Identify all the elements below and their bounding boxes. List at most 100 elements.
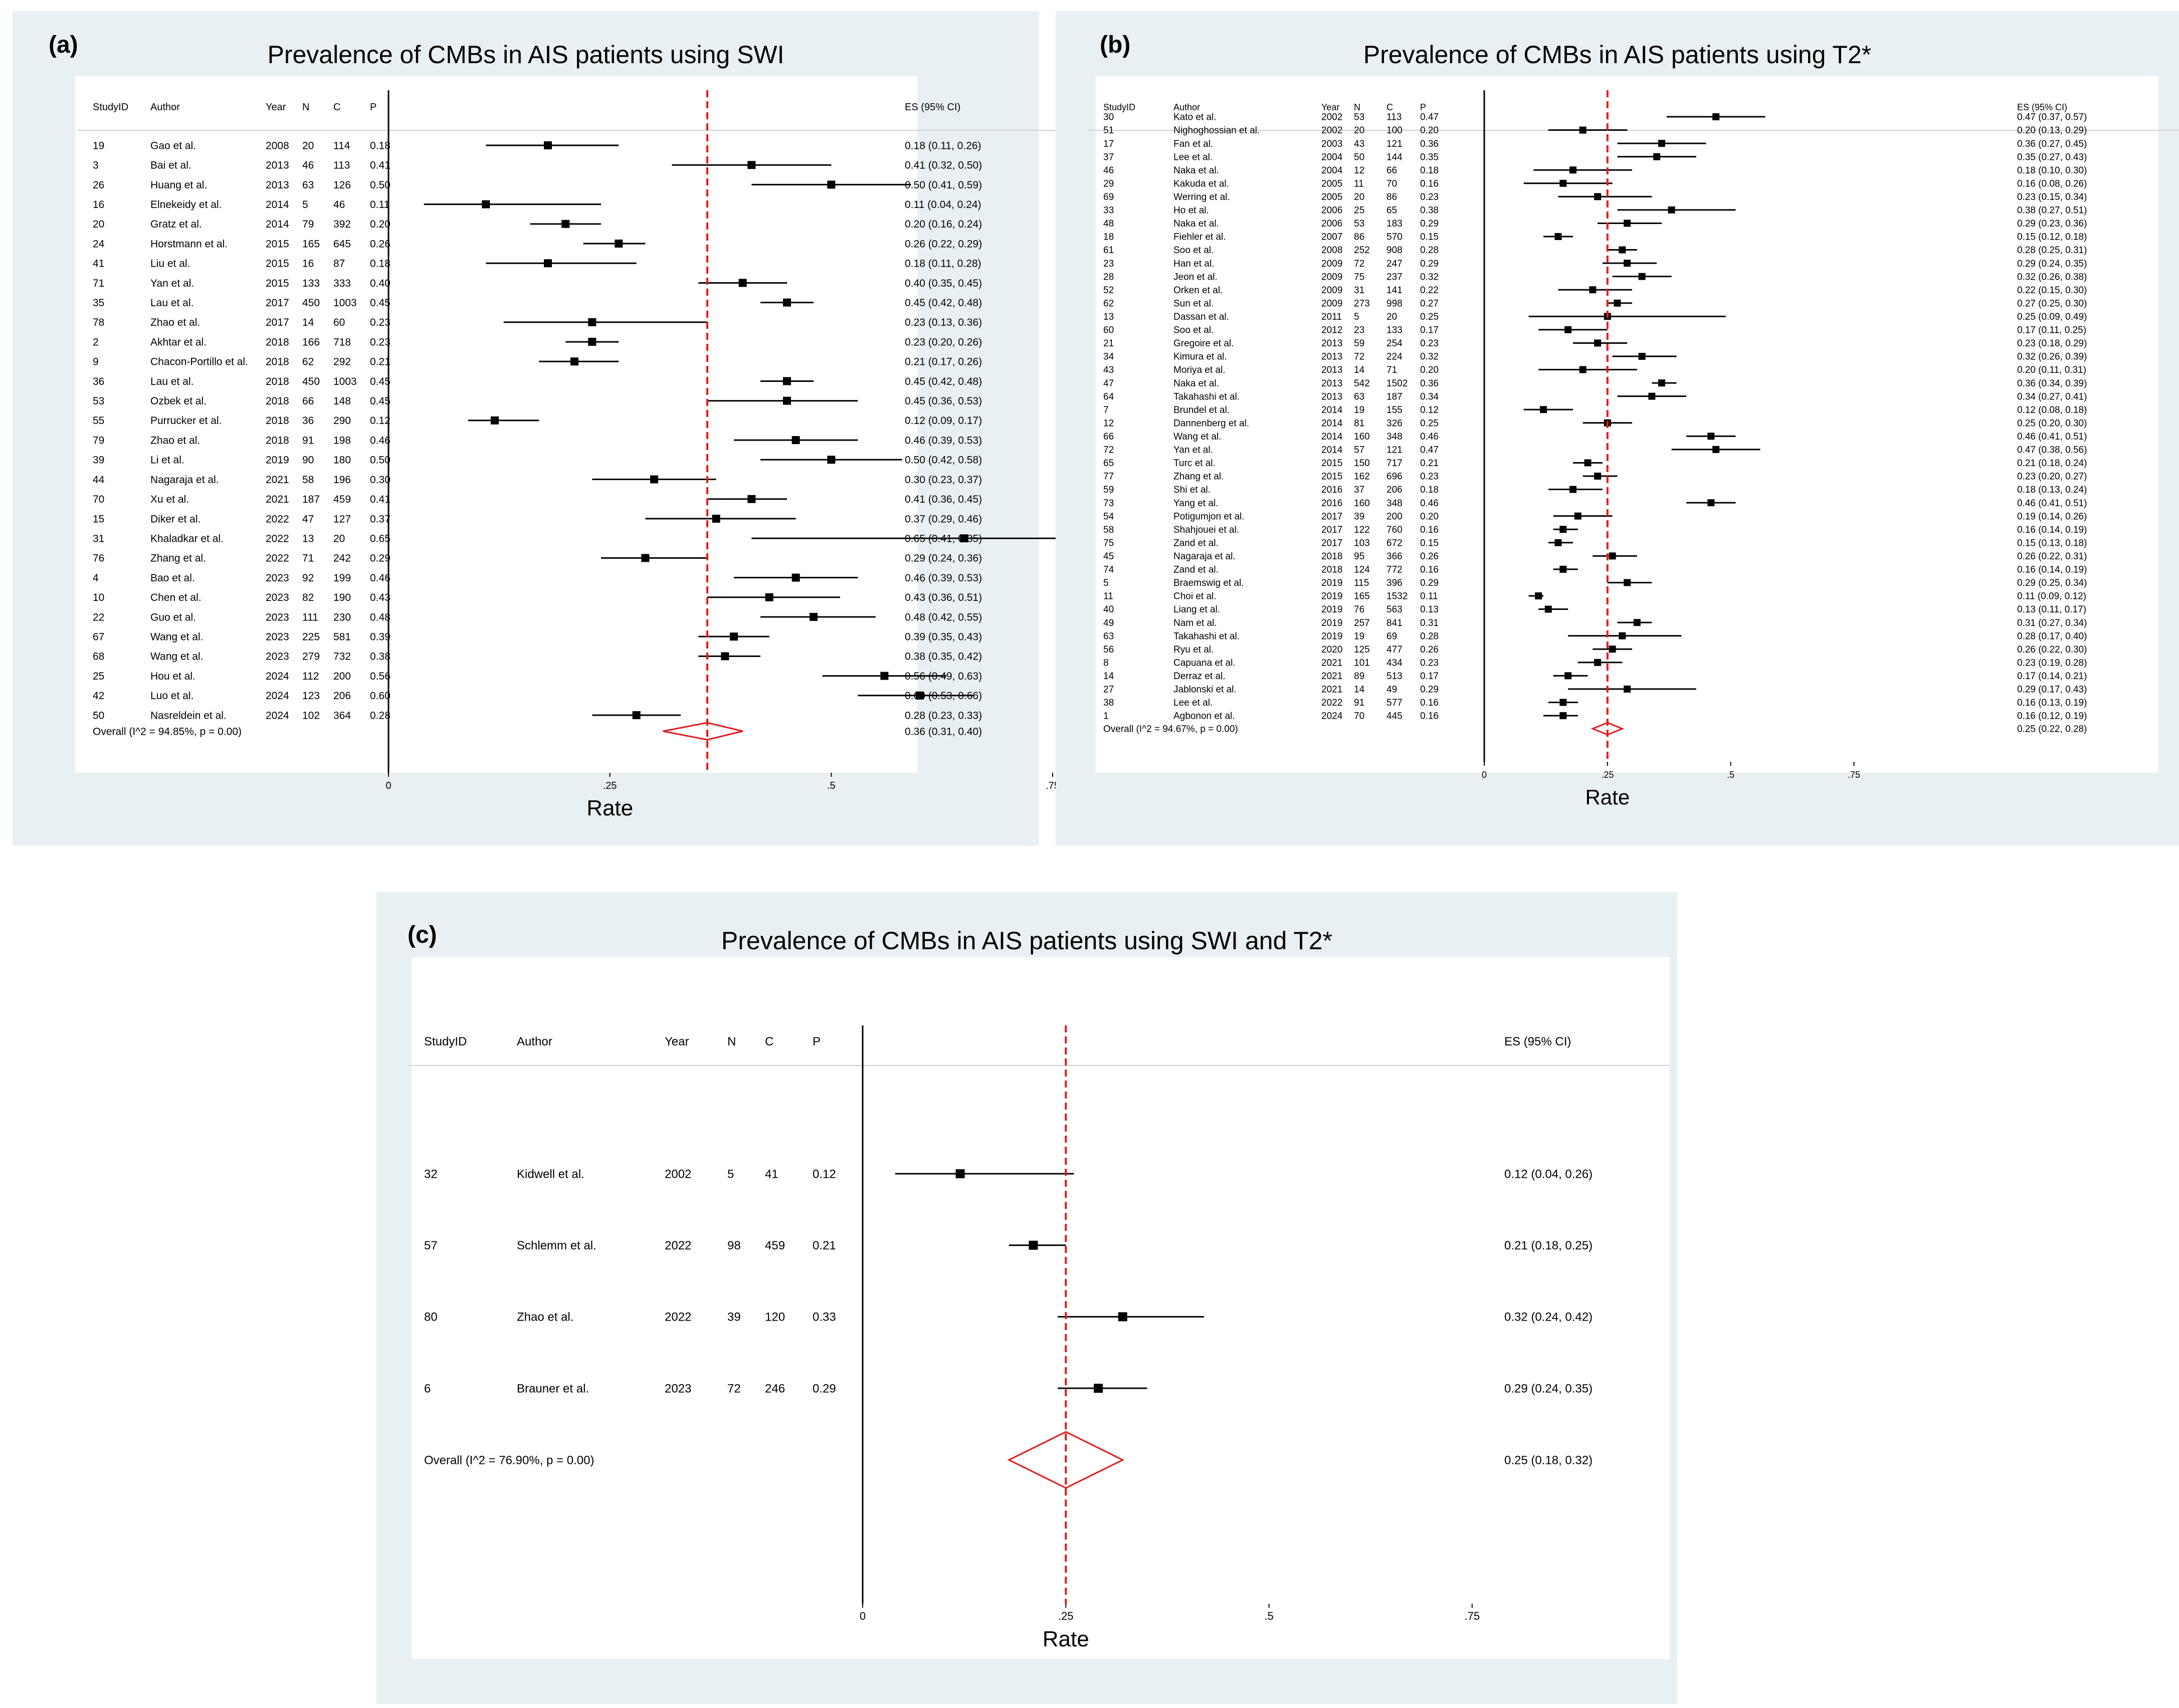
point-estimate-marker	[1574, 512, 1581, 520]
study-author: Jablonski et al.	[1173, 685, 1237, 695]
study-p: 0.27	[1420, 298, 1439, 309]
study-n: 162	[1354, 472, 1370, 482]
study-n: 5	[302, 199, 308, 210]
study-year: 2024	[266, 671, 289, 682]
study-author: Nasreldein et al.	[150, 710, 227, 721]
point-estimate-marker	[632, 711, 641, 719]
study-p: 0.17	[1420, 325, 1439, 336]
x-tick-label: .25	[603, 780, 617, 791]
study-c: 180	[333, 455, 351, 466]
study-n: 14	[302, 317, 314, 328]
study-id: 59	[1103, 485, 1114, 495]
study-n: 95	[1354, 551, 1364, 562]
x-tick-label: .5	[827, 780, 836, 791]
study-p: 0.29	[1420, 685, 1439, 695]
study-n: 25	[1354, 205, 1364, 216]
study-p: 0.11	[370, 199, 389, 210]
study-n: 13	[302, 533, 314, 544]
study-author: Zhao et al.	[150, 317, 200, 328]
chart-title: Prevalence of CMBs in AIS patients using…	[267, 41, 784, 69]
study-author: Fan et al.	[1173, 139, 1213, 149]
study-c: 364	[333, 710, 351, 721]
study-n: 165	[1354, 591, 1370, 602]
study-es-ci: 0.29 (0.24, 0.35)	[1504, 1382, 1593, 1395]
study-es-ci: 0.18 (0.13, 0.24)	[2017, 485, 2087, 495]
study-year: 2021	[266, 474, 289, 486]
study-es-ci: 0.12 (0.04, 0.26)	[1504, 1167, 1593, 1181]
study-es-ci: 0.43 (0.36, 0.51)	[905, 592, 982, 603]
study-c: 148	[333, 395, 351, 407]
study-id: 60	[1103, 325, 1114, 336]
study-es-ci: 0.50 (0.41, 0.59)	[905, 179, 982, 191]
study-year: 2015	[1321, 472, 1342, 482]
x-tick-label: .25	[1601, 770, 1614, 780]
study-id: 52	[1103, 285, 1114, 296]
point-estimate-marker	[791, 436, 800, 445]
study-id: 11	[1103, 591, 1113, 602]
study-n: 252	[1354, 245, 1370, 256]
point-estimate-marker	[615, 240, 623, 248]
point-estimate-marker	[765, 593, 773, 601]
study-n: 257	[1354, 618, 1370, 628]
study-id: 2	[93, 336, 99, 348]
study-id: 80	[424, 1311, 438, 1324]
study-n: 90	[302, 455, 314, 466]
study-es-ci: 0.26 (0.22, 0.30)	[2017, 645, 2087, 655]
study-id: 27	[1103, 685, 1114, 695]
point-estimate-marker	[1707, 499, 1715, 507]
study-n: 124	[1354, 565, 1370, 575]
point-estimate-marker	[570, 357, 578, 366]
point-estimate-marker	[1540, 406, 1547, 413]
point-estimate-marker	[544, 259, 552, 268]
study-year: 2002	[1321, 112, 1342, 123]
point-estimate-marker	[791, 573, 800, 582]
study-p: 0.65	[370, 533, 390, 544]
study-c: 49	[1386, 685, 1397, 695]
study-c: 200	[333, 671, 351, 682]
study-p: 0.28	[1420, 245, 1439, 256]
study-p: 0.31	[1420, 618, 1439, 628]
point-estimate-marker	[1029, 1240, 1038, 1250]
study-p: 0.22	[1420, 285, 1439, 296]
study-es-ci: 0.16 (0.13, 0.19)	[2017, 698, 2087, 708]
study-c: 645	[333, 238, 351, 250]
x-axis-label: Rate	[1585, 785, 1630, 809]
study-id: 76	[93, 553, 104, 564]
study-id: 23	[1103, 259, 1114, 269]
study-n: 91	[1354, 698, 1364, 708]
study-n: 39	[1354, 511, 1364, 522]
study-p: 0.46	[370, 435, 390, 446]
study-es-ci: 0.29 (0.24, 0.35)	[2017, 259, 2087, 269]
point-estimate-marker	[960, 534, 968, 543]
study-p: 0.17	[1420, 671, 1439, 682]
study-es-ci: 0.16 (0.12, 0.19)	[2017, 711, 2087, 722]
study-id: 75	[1103, 538, 1114, 548]
point-estimate-marker	[1569, 166, 1576, 174]
study-id: 21	[1103, 338, 1114, 349]
study-year: 2023	[266, 611, 289, 623]
study-author: Zand et al.	[1173, 538, 1219, 548]
study-n: 62	[302, 356, 314, 368]
study-year: 2013	[266, 160, 289, 171]
study-id: 50	[93, 710, 104, 721]
study-year: 2015	[266, 238, 289, 250]
study-c: 732	[333, 651, 351, 663]
study-n: 14	[1354, 685, 1365, 695]
study-author: Nagaraja et al.	[150, 474, 219, 486]
study-n: 53	[1354, 112, 1364, 123]
study-id: 19	[93, 140, 104, 151]
point-estimate-marker	[1638, 353, 1646, 360]
study-id: 31	[93, 533, 104, 544]
study-es-ci: 0.45 (0.42, 0.48)	[905, 297, 982, 309]
study-es-ci: 0.48 (0.42, 0.55)	[905, 611, 982, 623]
study-n: 82	[302, 592, 314, 603]
forest-plot-box	[412, 957, 1670, 1659]
study-id: 57	[424, 1239, 438, 1252]
study-author: Werring et al.	[1173, 192, 1230, 202]
point-estimate-marker	[1609, 552, 1616, 560]
study-c: 141	[1386, 285, 1403, 296]
forest-plot-box	[75, 76, 917, 773]
study-es-ci: 0.30 (0.23, 0.37)	[905, 474, 982, 486]
study-p: 0.34	[1420, 391, 1439, 402]
forest-plot: StudyID Author Year N C P ES (95% CI)0.25.5.75…	[78, 90, 1141, 820]
